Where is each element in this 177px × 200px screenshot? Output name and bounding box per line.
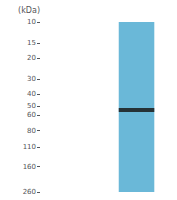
svg-text:110: 110 [23, 143, 36, 151]
svg-text:80: 80 [27, 127, 36, 135]
svg-text:50: 50 [27, 102, 36, 110]
svg-text:15: 15 [27, 39, 36, 47]
svg-text:260: 260 [23, 188, 36, 196]
svg-text:20: 20 [27, 54, 36, 62]
svg-text:(kDa): (kDa) [18, 6, 40, 15]
svg-text:30: 30 [27, 75, 36, 83]
svg-text:160: 160 [23, 163, 36, 171]
svg-text:60: 60 [27, 111, 36, 119]
svg-text:10: 10 [27, 18, 36, 26]
svg-text:40: 40 [27, 90, 36, 98]
